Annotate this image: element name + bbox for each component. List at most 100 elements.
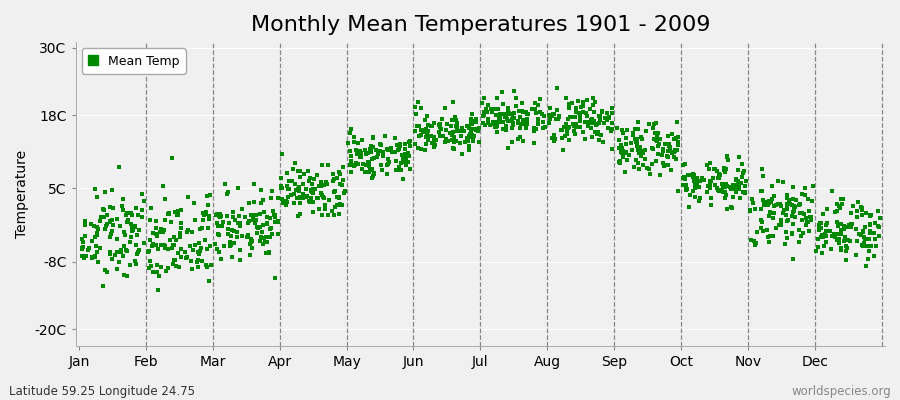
Point — [249, 230, 264, 236]
Point — [445, 136, 459, 143]
Point — [144, 243, 158, 249]
Point — [448, 117, 463, 123]
Point — [253, 238, 267, 244]
Point — [785, 213, 799, 219]
Point — [194, 244, 209, 251]
Point — [174, 246, 188, 252]
Point — [569, 104, 583, 111]
Point — [213, 256, 228, 262]
Point — [724, 186, 738, 193]
Point — [780, 206, 795, 212]
Point — [762, 198, 777, 204]
Point — [365, 134, 380, 140]
Point — [506, 120, 520, 126]
Point — [348, 147, 363, 154]
Point — [860, 236, 875, 242]
Point — [418, 147, 432, 153]
Point — [128, 258, 142, 264]
Point — [634, 148, 649, 154]
Point — [363, 146, 377, 152]
Point — [704, 195, 718, 202]
Point — [329, 174, 344, 181]
Point — [537, 124, 552, 131]
Point — [814, 219, 828, 226]
Point — [596, 138, 610, 145]
Point — [377, 132, 392, 139]
Point — [712, 175, 726, 181]
Point — [626, 131, 641, 138]
Point — [628, 136, 643, 142]
Point — [443, 130, 457, 137]
Point — [211, 220, 225, 226]
Point — [552, 113, 566, 119]
Point — [478, 122, 492, 128]
Point — [185, 247, 200, 253]
Point — [279, 202, 293, 208]
Point — [488, 124, 502, 130]
Point — [433, 124, 447, 130]
Point — [745, 200, 760, 206]
Point — [361, 159, 375, 166]
Point — [786, 221, 800, 227]
Point — [461, 122, 475, 129]
Point — [830, 236, 844, 243]
Point — [347, 163, 362, 169]
Point — [809, 248, 824, 254]
Point — [328, 188, 342, 194]
Point — [514, 100, 528, 106]
Point — [336, 164, 350, 170]
Point — [520, 111, 535, 117]
Point — [615, 150, 629, 156]
Point — [375, 167, 390, 174]
Point — [670, 147, 684, 153]
Point — [356, 136, 370, 143]
Point — [105, 222, 120, 228]
Point — [256, 235, 271, 241]
Point — [282, 178, 296, 184]
Point — [104, 231, 119, 237]
Point — [549, 116, 563, 122]
Point — [153, 226, 167, 232]
Point — [362, 163, 376, 169]
Point — [777, 207, 791, 213]
Point — [462, 124, 476, 131]
Point — [737, 183, 751, 189]
Point — [310, 195, 324, 202]
Point — [167, 242, 182, 248]
Point — [311, 195, 326, 202]
Point — [567, 122, 581, 129]
Point — [257, 239, 272, 245]
Point — [499, 127, 513, 133]
Point — [731, 167, 745, 173]
Point — [446, 129, 460, 135]
Point — [149, 218, 164, 224]
Point — [280, 170, 294, 176]
Point — [719, 154, 733, 160]
Point — [801, 196, 815, 203]
Point — [454, 151, 469, 158]
Point — [274, 150, 289, 157]
Point — [150, 232, 165, 239]
Point — [211, 210, 225, 217]
Point — [688, 177, 702, 183]
Point — [265, 231, 279, 238]
Point — [687, 172, 701, 178]
Point — [575, 103, 590, 110]
Point — [486, 119, 500, 126]
Point — [471, 128, 485, 134]
Point — [365, 172, 380, 179]
Point — [676, 162, 690, 168]
Point — [756, 228, 770, 234]
Point — [590, 131, 604, 138]
Point — [292, 200, 307, 206]
Point — [286, 166, 301, 172]
Point — [433, 133, 447, 139]
Point — [90, 230, 104, 236]
Point — [408, 128, 422, 134]
Point — [867, 253, 881, 259]
Point — [619, 157, 634, 163]
Point — [651, 130, 665, 136]
Point — [792, 202, 806, 208]
Point — [780, 218, 795, 224]
Point — [103, 219, 117, 225]
